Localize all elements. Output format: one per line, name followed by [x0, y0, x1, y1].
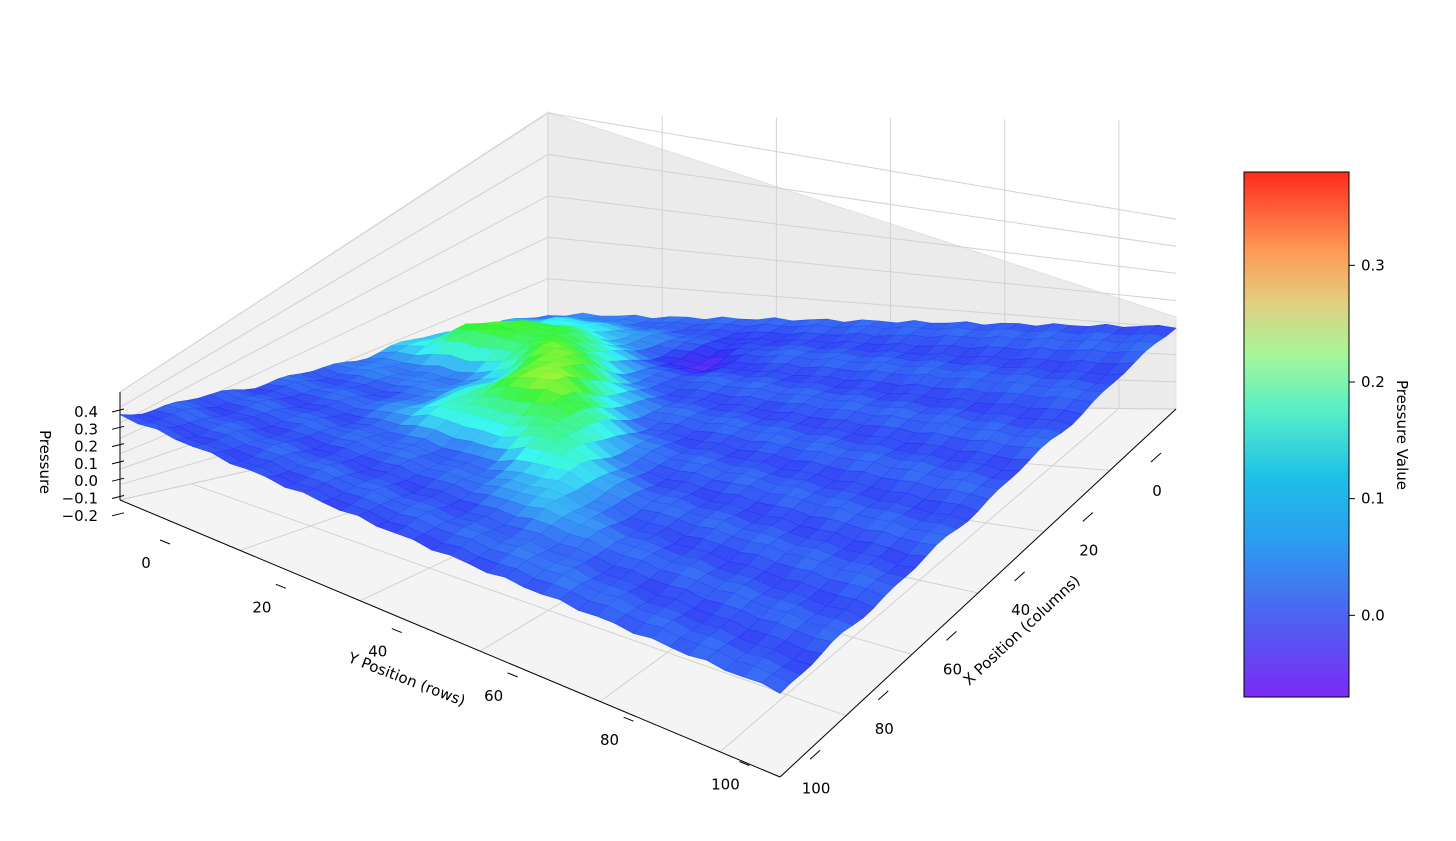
- wall-gridline-z: [119, 153, 1177, 408]
- y-tick: [623, 716, 634, 722]
- colorbar-label: Pressure Value: [1393, 380, 1411, 490]
- z-axis-label: Pressure: [36, 430, 54, 494]
- z-tick-label: 0.2: [74, 438, 98, 456]
- colorbar-tick-label: 0.0: [1361, 606, 1385, 624]
- y-tick-label: 20: [252, 598, 271, 616]
- z-tick-label: 0.1: [74, 455, 98, 473]
- y-tick: [159, 539, 171, 545]
- x-tick: [877, 690, 889, 701]
- wall-gridline-z: [119, 236, 1177, 439]
- wall-gridline-z: [119, 112, 1177, 393]
- x-tick: [809, 749, 821, 760]
- wall-gridline-z: [119, 195, 1177, 424]
- y-tick: [507, 672, 518, 678]
- z-tick: [111, 512, 125, 517]
- z-tick: [111, 495, 125, 499]
- x-tick-label: 60: [943, 660, 962, 678]
- colorbar: 0.0 0.1 0.2 0.3 Pressure Value: [1243, 171, 1411, 698]
- y-tick-label: 60: [484, 687, 503, 705]
- y-tick: [275, 583, 287, 589]
- x-tick-label: 80: [875, 720, 894, 738]
- y-axis-label: Y Position (rows): [345, 648, 468, 710]
- y-tick-label: 0: [141, 554, 151, 572]
- surface-cell: [761, 673, 791, 694]
- x-tick-label: 0: [1152, 482, 1162, 500]
- axes: 0204060801000204060801000.40.30.20.10.0−…: [62, 392, 1177, 797]
- colorbar-tick-label: 0.1: [1361, 490, 1385, 508]
- colorbar-gradient: [1243, 171, 1350, 698]
- colorbar-tick-label: 0.3: [1361, 256, 1385, 274]
- colorbar-ticks: 0.0 0.1 0.2 0.3: [1349, 256, 1385, 624]
- z-tick-label: −0.2: [62, 507, 98, 525]
- y-tick-label: 40: [368, 643, 387, 661]
- z-tick: [111, 460, 125, 465]
- x-axis-line: [779, 408, 1177, 778]
- x-tick-label: 40: [1011, 601, 1030, 619]
- y-axis-line: [119, 499, 781, 778]
- z-tick-label: 0.4: [74, 403, 98, 421]
- floor-gridline-y: [191, 483, 847, 717]
- x-tick-label: 100: [802, 779, 831, 797]
- x-tick-label: 20: [1079, 541, 1098, 559]
- y-tick: [739, 761, 750, 766]
- x-tick: [1014, 571, 1025, 582]
- y-tick: [391, 628, 402, 634]
- y-tick-label: 100: [711, 775, 740, 793]
- z-tick: [111, 425, 125, 430]
- pressure-surface: [119, 312, 1177, 694]
- x-tick: [1082, 512, 1094, 522]
- x-tick: [946, 630, 957, 641]
- z-tick-label: 0.3: [74, 420, 98, 438]
- x-tick: [1150, 452, 1162, 463]
- z-tick: [111, 477, 125, 482]
- z-tick: [111, 408, 125, 413]
- colorbar-tick-label: 0.2: [1361, 373, 1385, 391]
- y-tick-label: 80: [600, 731, 619, 749]
- z-tick-label: 0.0: [74, 472, 98, 490]
- z-tick: [111, 443, 125, 448]
- z-tick-label: −0.1: [62, 490, 98, 508]
